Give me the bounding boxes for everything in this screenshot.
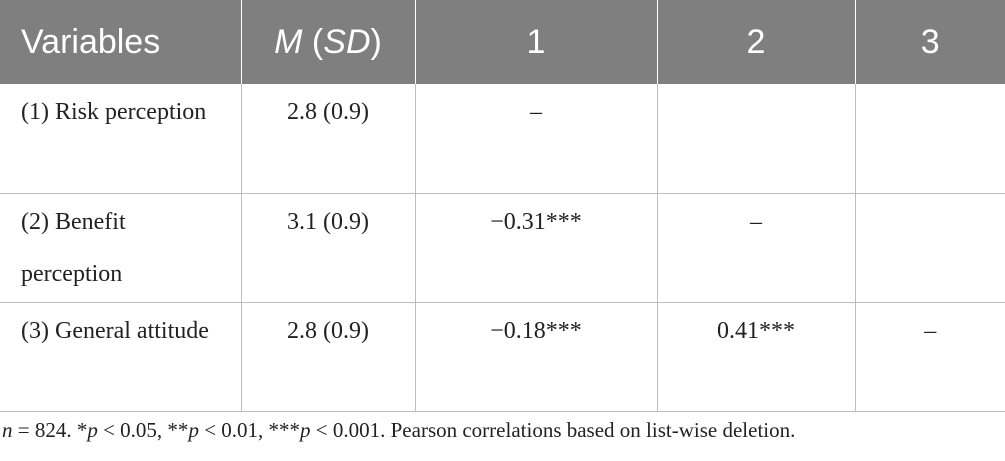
header-col-1: 1 — [414, 0, 657, 84]
header-col-2: 2 — [656, 0, 855, 84]
footnote-text-4: < 0.001. Pearson correlations based on l… — [310, 418, 796, 442]
header-sd: SD — [323, 22, 371, 61]
table-row: (1) Risk perception 2.8 (0.9) – — [0, 84, 1005, 194]
header-row: Variables M (SD) 1 2 3 — [0, 0, 1005, 84]
footnote-p: p — [87, 418, 98, 442]
row-mean-sd: 2.8 (0.9) — [240, 84, 415, 194]
row-cell-col3 — [854, 193, 1005, 303]
row-cell-col3 — [854, 84, 1005, 194]
row-variable: (3) General attitude — [0, 302, 241, 412]
table-footnote: n = 824. *p < 0.05, **p < 0.01, ***p < 0… — [2, 418, 795, 443]
row-cell-col3: – — [854, 302, 1005, 412]
header-mean-sd: M (SD) — [240, 0, 415, 84]
table-row: (2) Benefit perception 3.1 (0.9) −0.31**… — [0, 193, 1005, 303]
row-cell-col1: −0.18*** — [414, 302, 657, 412]
header-col-3: 3 — [854, 0, 1005, 84]
row-cell-col2: 0.41*** — [656, 302, 855, 412]
footnote-text-2: < 0.05, ** — [97, 418, 189, 442]
header-sd-open: ( — [302, 22, 324, 61]
footnote-text-1: = 824. * — [12, 418, 88, 442]
row-cell-col1: – — [414, 84, 657, 194]
row-variable: (2) Benefit perception — [0, 193, 241, 303]
row-mean-sd: 3.1 (0.9) — [240, 193, 415, 303]
row-cell-col2: – — [656, 193, 855, 303]
row-mean-sd: 2.8 (0.9) — [240, 302, 415, 412]
footnote-p: p — [300, 418, 311, 442]
header-variables: Variables — [21, 22, 161, 61]
header-m: M — [274, 22, 303, 61]
row-variable: (1) Risk perception — [0, 84, 241, 194]
footnote-n: n — [2, 418, 13, 442]
table-row: (3) General attitude 2.8 (0.9) −0.18*** … — [0, 302, 1005, 412]
header-sd-close: ) — [370, 22, 382, 61]
row-cell-col1: −0.31*** — [414, 193, 657, 303]
row-cell-col2 — [656, 84, 855, 194]
correlation-table: Variables M (SD) 1 2 3 (1) Risk percepti… — [0, 0, 1005, 412]
footnote-text-3: < 0.01, *** — [198, 418, 301, 442]
footnote-p: p — [188, 418, 199, 442]
